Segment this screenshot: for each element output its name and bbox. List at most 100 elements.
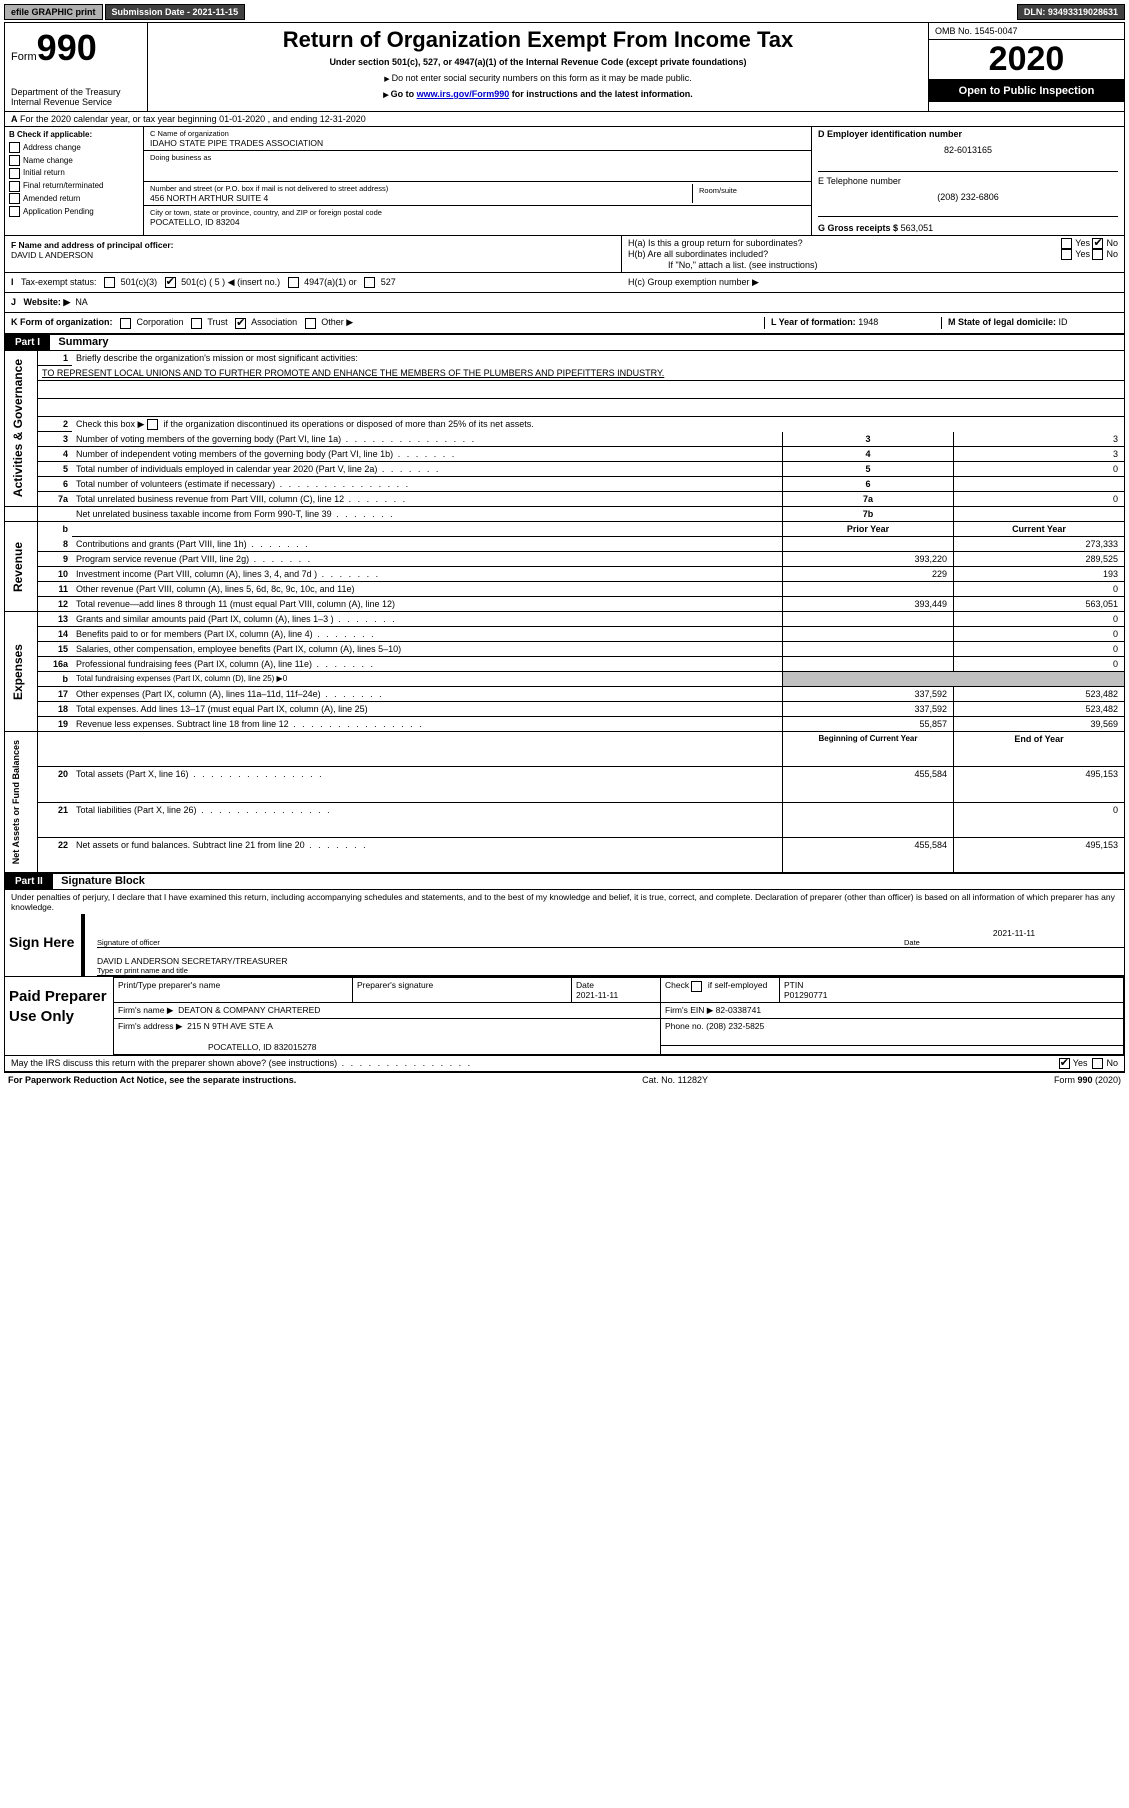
- state-domicile: ID: [1059, 317, 1068, 327]
- firm-address-2: POCATELLO, ID 832015278: [208, 1042, 317, 1052]
- form-label: Form: [11, 51, 37, 63]
- subtitle-3: Go to www.irs.gov/Form990 for instructio…: [152, 89, 924, 99]
- footer: For Paperwork Reduction Act Notice, see …: [4, 1072, 1125, 1087]
- table-row: 4Number of independent voting members of…: [5, 447, 1124, 462]
- table-row: 20Total assets (Part X, line 16)455,5844…: [5, 767, 1124, 802]
- vtab-revenue: Revenue: [9, 536, 27, 598]
- part-i-header: Part I Summary: [5, 334, 1124, 350]
- row-j-website: J Website: ▶ NA: [5, 293, 1124, 313]
- table-row: 8Contributions and grants (Part VIII, li…: [5, 537, 1124, 552]
- checkbox-ha-yes[interactable]: [1061, 238, 1072, 249]
- signature-block: Sign Here Signature of officer 2021-11-1…: [5, 914, 1124, 977]
- table-row: 11Other revenue (Part VIII, column (A), …: [5, 582, 1124, 597]
- table-row: 22Net assets or fund balances. Subtract …: [5, 838, 1124, 873]
- form-header: Form990 Department of the Treasury Inter…: [5, 23, 1124, 112]
- checkbox-hb-no[interactable]: [1092, 249, 1103, 260]
- org-address: 456 NORTH ARTHUR SUITE 4: [150, 193, 692, 203]
- section-f-h: F Name and address of principal officer:…: [5, 236, 1124, 273]
- checkbox-name-change[interactable]: [9, 155, 20, 166]
- omb-label: OMB No. 1545-0047: [929, 23, 1124, 40]
- table-row: 21Total liabilities (Part X, line 26)0: [5, 802, 1124, 837]
- row-i-tax-status: I Tax-exempt status: 501(c)(3) 501(c) ( …: [5, 273, 1124, 293]
- checkbox-501c[interactable]: [165, 277, 176, 288]
- form-container: Form990 Department of the Treasury Inter…: [4, 22, 1125, 1072]
- col-d-ein-phone: D Employer identification number 82-6013…: [812, 127, 1124, 235]
- checkbox-hb-yes[interactable]: [1061, 249, 1072, 260]
- dept-label: Department of the Treasury: [11, 87, 141, 97]
- checkbox-ha-no[interactable]: [1092, 238, 1103, 249]
- table-row: 17Other expenses (Part IX, column (A), l…: [5, 687, 1124, 702]
- principal-officer: DAVID L ANDERSON: [11, 250, 615, 260]
- checkbox-application-pending[interactable]: [9, 206, 20, 217]
- org-name: IDAHO STATE PIPE TRADES ASSOCIATION: [150, 138, 805, 148]
- website-value: NA: [75, 297, 88, 307]
- instructions-link[interactable]: www.irs.gov/Form990: [417, 89, 510, 99]
- firm-address-1: 215 N 9TH AVE STE A: [187, 1021, 273, 1031]
- table-row: 10Investment income (Part VIII, column (…: [5, 567, 1124, 582]
- table-row: 9Program service revenue (Part VIII, lin…: [5, 552, 1124, 567]
- table-row: 3Number of voting members of the governi…: [5, 432, 1124, 447]
- firm-phone: (208) 232-5825: [706, 1021, 764, 1031]
- tax-year: 2020: [929, 40, 1124, 80]
- checkbox-association[interactable]: [235, 318, 246, 329]
- ptin-value: P01290771: [784, 990, 828, 1000]
- checkbox-discontinued[interactable]: [147, 419, 158, 430]
- table-row: bTotal fundraising expenses (Part IX, co…: [5, 672, 1124, 687]
- submission-date-button[interactable]: Submission Date - 2021-11-15: [105, 4, 246, 20]
- checkbox-527[interactable]: [364, 277, 375, 288]
- mission-text: TO REPRESENT LOCAL UNIONS AND TO FURTHER…: [38, 365, 1125, 380]
- ein-value: 82-6013165: [818, 145, 1118, 155]
- checkbox-discuss-no[interactable]: [1092, 1058, 1103, 1069]
- checkbox-amended-return[interactable]: [9, 193, 20, 204]
- row-k-form-org: K Form of organization: Corporation Trus…: [5, 313, 1124, 333]
- discuss-row: May the IRS discuss this return with the…: [5, 1055, 1124, 1071]
- efile-button[interactable]: efile GRAPHIC print: [4, 4, 103, 20]
- perjury-declaration: Under penalties of perjury, I declare th…: [5, 889, 1124, 914]
- table-row: 7aTotal unrelated business revenue from …: [5, 492, 1124, 507]
- table-row: 5Total number of individuals employed in…: [5, 462, 1124, 477]
- sig-date: 2021-11-11: [904, 928, 1124, 938]
- dln-label: DLN: 93493319028631: [1017, 4, 1125, 20]
- checkbox-final-return[interactable]: [9, 181, 20, 192]
- col-b-checkboxes: B Check if applicable: Address change Na…: [5, 127, 144, 235]
- prep-date: 2021-11-11: [576, 990, 618, 1000]
- table-row: 15Salaries, other compensation, employee…: [5, 642, 1124, 657]
- org-city: POCATELLO, ID 83204: [150, 217, 805, 227]
- top-bar: efile GRAPHIC print Submission Date - 20…: [4, 4, 1125, 20]
- summary-table: Activities & Governance 1 Briefly descri…: [5, 350, 1124, 874]
- col-c-org-info: C Name of organization IDAHO STATE PIPE …: [144, 127, 812, 235]
- checkbox-discuss-yes[interactable]: [1059, 1058, 1070, 1069]
- officer-name: DAVID L ANDERSON SECRETARY/TREASURER: [97, 956, 1124, 966]
- checkbox-address-change[interactable]: [9, 142, 20, 153]
- vtab-governance: Activities & Governance: [9, 353, 27, 503]
- table-row: 16aProfessional fundraising fees (Part I…: [5, 657, 1124, 672]
- form-number: 990: [37, 27, 97, 68]
- table-row: 18Total expenses. Add lines 13–17 (must …: [5, 702, 1124, 717]
- table-row: 12Total revenue—add lines 8 through 11 (…: [5, 597, 1124, 612]
- checkbox-corporation[interactable]: [120, 318, 131, 329]
- table-row: 6Total number of volunteers (estimate if…: [5, 477, 1124, 492]
- firm-ein: 82-0338741: [716, 1005, 761, 1015]
- open-public-label: Open to Public Inspection: [929, 80, 1124, 102]
- subtitle-2: Do not enter social security numbers on …: [152, 73, 924, 83]
- checkbox-4947[interactable]: [288, 277, 299, 288]
- irs-label: Internal Revenue Service: [11, 97, 141, 107]
- form-title: Return of Organization Exempt From Incom…: [152, 27, 924, 53]
- part-ii-header: Part II Signature Block: [5, 873, 1124, 889]
- subtitle-1: Under section 501(c), 527, or 4947(a)(1)…: [152, 57, 924, 67]
- gross-receipts: 563,051: [901, 223, 934, 233]
- table-row: 19Revenue less expenses. Subtract line 1…: [5, 717, 1124, 732]
- phone-value: (208) 232-6806: [818, 192, 1118, 202]
- table-row: 14Benefits paid to or for members (Part …: [5, 627, 1124, 642]
- checkbox-501c3[interactable]: [104, 277, 115, 288]
- checkbox-other[interactable]: [305, 318, 316, 329]
- year-formation: 1948: [858, 317, 878, 327]
- checkbox-trust[interactable]: [191, 318, 202, 329]
- vtab-expenses: Expenses: [9, 638, 27, 706]
- firm-name: DEATON & COMPANY CHARTERED: [178, 1005, 320, 1015]
- vtab-net-assets: Net Assets or Fund Balances: [9, 734, 23, 870]
- checkbox-initial-return[interactable]: [9, 168, 20, 179]
- identity-block: B Check if applicable: Address change Na…: [5, 127, 1124, 236]
- checkbox-self-employed[interactable]: [691, 981, 702, 992]
- paid-preparer-block: Paid Preparer Use Only Print/Type prepar…: [5, 977, 1124, 1055]
